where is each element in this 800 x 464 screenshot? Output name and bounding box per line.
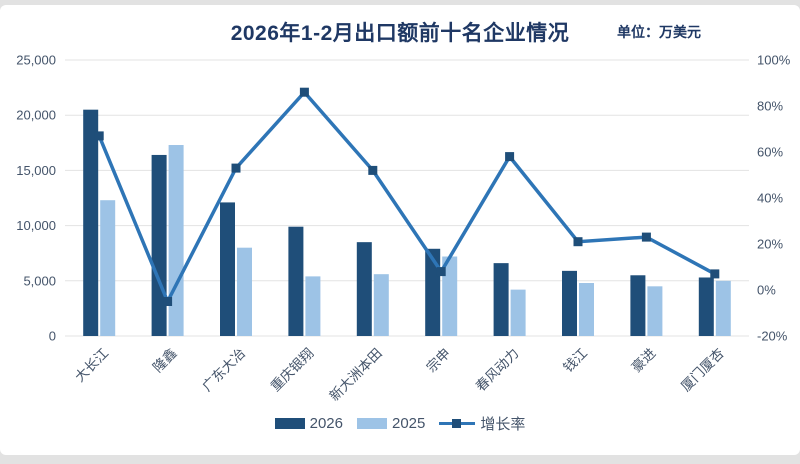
growth-marker-重庆银翔 [299,87,309,97]
unit-label: 单位：万美元 [617,24,701,40]
category-label-隆鑫: 隆鑫 [149,345,179,375]
bar-2025-重庆银翔 [305,276,321,336]
bar-2026-春风动力 [493,263,509,336]
y-left-tick-label: 0 [49,329,56,344]
category-label-宗申: 宗申 [424,346,454,376]
bar-2025-春风动力 [510,289,526,336]
bar-2025-隆鑫 [168,145,184,336]
category-label-钱江: 钱江 [560,346,590,376]
bar-2025-新大洲本田 [373,274,389,336]
growth-marker-新大洲本田 [368,165,378,175]
legend-item-2026: 2026 [274,415,343,432]
legend-label-2026: 2026 [309,415,343,432]
y-right-tick-label: 20% [757,237,783,252]
growth-line-path [97,89,716,306]
bar-2026-新大洲本田 [356,242,372,336]
bar-2025-钱江 [579,283,594,336]
legend-item-2025: 2025 [356,415,426,432]
growth-marker-大长江 [94,131,104,141]
y-left-tick-label: 5,000 [23,273,56,288]
legend-label-2025: 2025 [391,415,426,432]
y-right-tick-label: 40% [757,191,783,206]
bar-2026-大长江 [83,109,99,337]
category-label-广东大冶: 广东大冶 [199,346,248,395]
bar-2026-广东大冶 [220,202,235,336]
growth-marker-厦门厦杏 [710,269,720,279]
legend-swatch-2025 [356,418,387,429]
bar-2026-豪进 [630,275,646,336]
y-left-tick-label: 15,000 [16,163,56,178]
category-label-春风动力: 春风动力 [473,346,522,395]
y-axis-left: 0 5,000 10,000 15,000 20,000 25,000 [16,53,56,344]
category-label-豪进: 豪进 [629,345,659,375]
legend-item-growth: 增长率 [439,413,525,434]
growth-marker-宗申 [436,267,446,277]
bar-2026-钱江 [562,270,577,336]
category-label-厦门厦杏: 厦门厦杏 [678,345,727,394]
bar-2026-厦门厦杏 [698,277,714,336]
category-label-新大洲本田: 新大洲本田 [327,346,385,404]
growth-marker-钱江 [573,237,583,247]
x-axis-labels: 大长江 隆鑫 广东大冶 重庆银翔 新大洲本田 宗申 春风动力 钱江 豪进 厦门厦杏 [72,345,727,404]
legend-swatch-2026 [274,418,305,429]
category-label-重庆银翔: 重庆银翔 [268,346,317,395]
chart-canvas: 0 5,000 10,000 15,000 20,000 25,000 -20% 0% 20% 4… [16,53,791,404]
y-right-tick-label: 0% [757,283,776,298]
legend-label-growth: 增长率 [480,416,526,433]
bar-2025-宗申 [442,256,458,336]
bars-2025 [100,145,731,336]
y-right-tick-label: 60% [757,145,783,160]
y-right-tick-label: 80% [757,99,783,114]
bar-2025-豪进 [647,286,663,336]
y-axis-right: -20% 0% 20% 40% 60% 80% 100% [757,53,791,344]
bar-2025-广东大冶 [237,247,252,336]
y-left-tick-label: 20,000 [16,108,56,123]
growth-line [94,87,720,306]
growth-marker-隆鑫 [163,297,173,306]
gridlines [65,59,749,337]
y-right-tick-label: -20% [757,329,788,344]
legend-swatch-growth-line [439,418,476,429]
chart-card: 2026年1-2月出口额前十名企业情况 单位：万美元 0 5,000 10,000 1… [0,5,800,455]
bar-2025-大长江 [100,200,116,336]
legend: 2026 2025 增长率 [0,413,800,434]
y-left-tick-label: 25,000 [16,53,56,68]
y-right-tick-label: 100% [757,53,791,68]
growth-marker-豪进 [641,232,651,242]
bar-2026-隆鑫 [151,154,167,336]
growth-marker-广东大冶 [231,163,241,173]
bar-2026-宗申 [425,248,441,336]
y-left-tick-label: 10,000 [16,218,56,233]
bar-2025-厦门厦杏 [715,280,731,336]
bar-2026-重庆银翔 [288,226,304,336]
growth-marker-春风动力 [505,152,515,162]
chart-title: 2026年1-2月出口额前十名企业情况 [230,22,570,45]
category-label-大长江: 大长江 [72,346,111,385]
